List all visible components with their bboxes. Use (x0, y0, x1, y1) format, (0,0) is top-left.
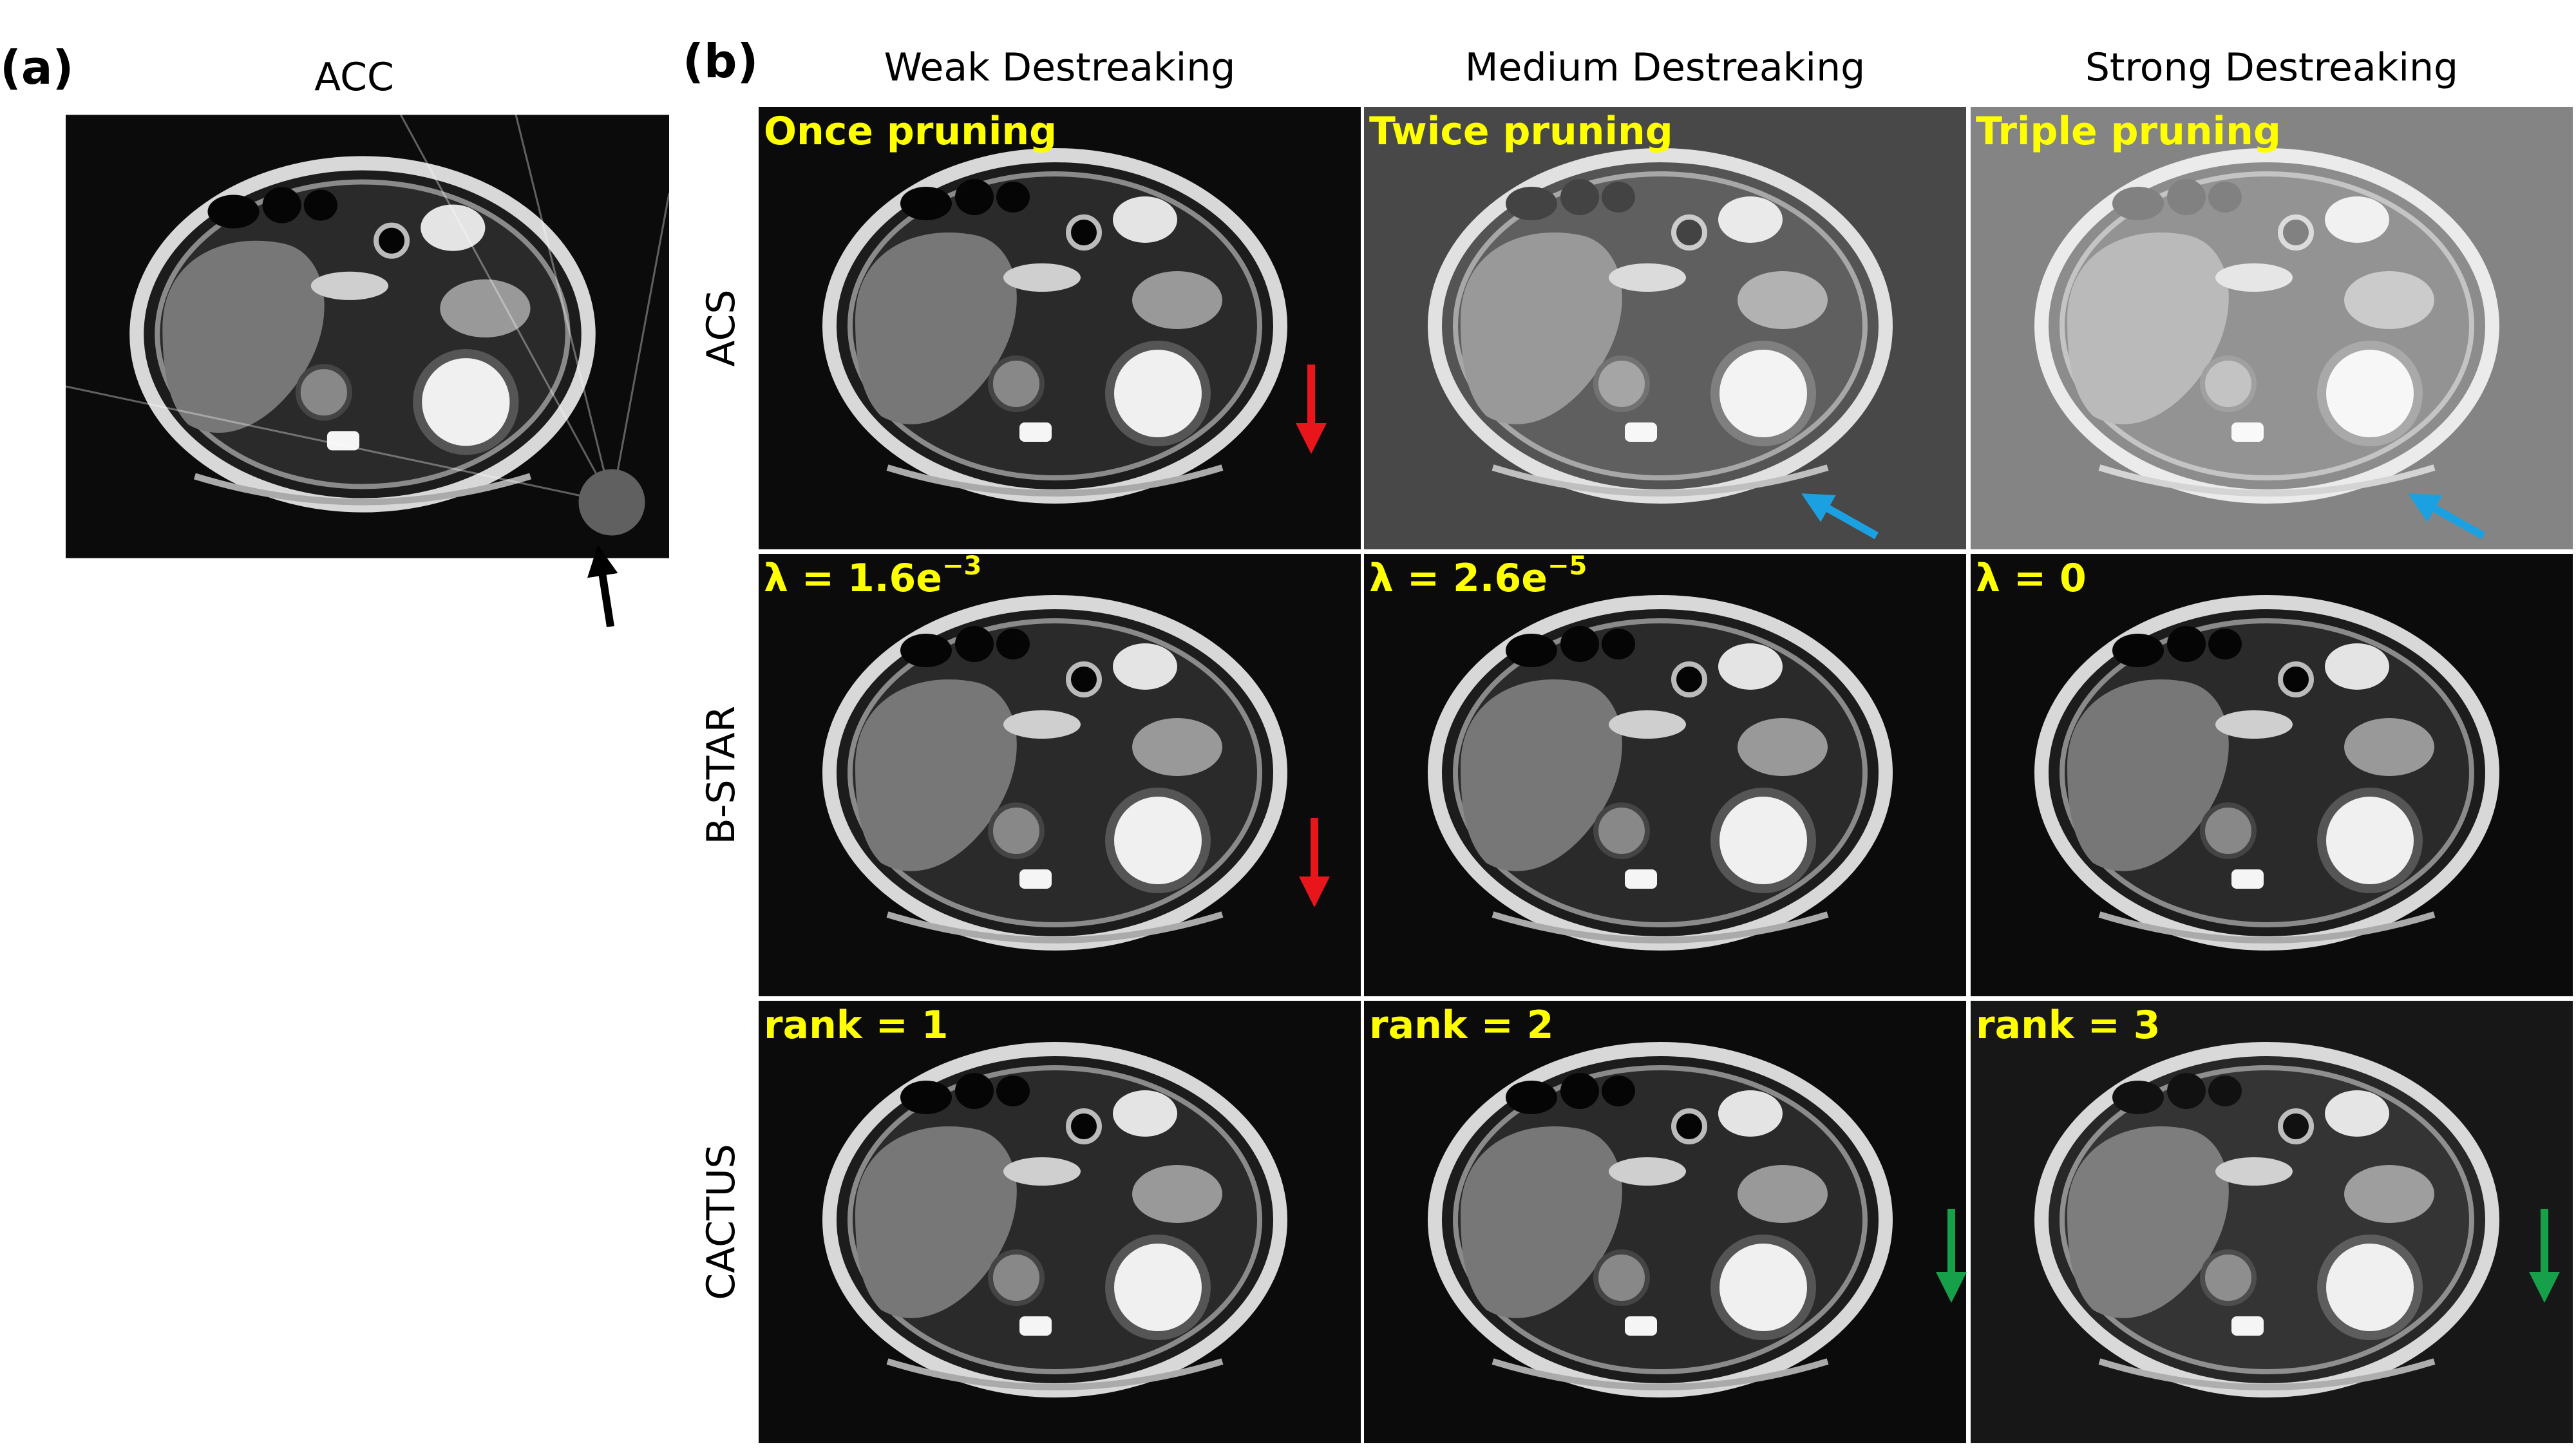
streak-artifact (65, 111, 670, 536)
arrow (2408, 493, 2485, 540)
mri-image (1364, 1001, 1966, 1443)
tile-label: Once pruning (764, 109, 1057, 154)
arrow (1801, 493, 1879, 540)
panel-label: (a) (0, 41, 73, 95)
panel-b-grid: Weak Destreaking Medium Destreaking Strong… (699, 45, 2575, 1445)
mri-image (1971, 107, 2573, 549)
mri-image (759, 1001, 1361, 1443)
arrow (587, 545, 618, 627)
mri-image (66, 115, 669, 558)
tile-label: Twice pruning (1369, 109, 1673, 154)
mri-image (1971, 1001, 2573, 1443)
tile-label: Triple pruning (1976, 109, 2281, 154)
mri-image (1971, 554, 2573, 996)
mri-image (1364, 107, 1966, 549)
column-header: Weak Destreaking (884, 45, 1236, 90)
tile-label-sup: −3 (942, 551, 981, 581)
column-header: Strong Destreaking (2085, 45, 2458, 90)
row-label: B-STAR (699, 706, 744, 845)
column-header: Medium Destreaking (1465, 45, 1865, 90)
mri-image (759, 107, 1361, 549)
mri-image (1364, 554, 1966, 996)
row-label: CACTUS (699, 1144, 744, 1300)
tile-label-text: λ = 2.6e (1369, 556, 1548, 601)
panel-title: ACC (314, 55, 394, 100)
tile-label: λ = 1.6e−3 (764, 551, 981, 601)
tile-label: λ = 0 (1976, 556, 2087, 601)
panel-label: (b) (683, 34, 758, 88)
tile-label: rank = 1 (764, 1003, 949, 1048)
tile-label-text: λ = 1.6e (764, 556, 942, 601)
mri-image (759, 554, 1361, 996)
tile-label: λ = 2.6e−5 (1369, 551, 1587, 601)
tile-label-sup: −5 (1548, 551, 1587, 581)
row-label: ACS (699, 290, 744, 367)
tile-label: rank = 3 (1976, 1003, 2161, 1048)
tile-label: rank = 2 (1369, 1003, 1554, 1048)
